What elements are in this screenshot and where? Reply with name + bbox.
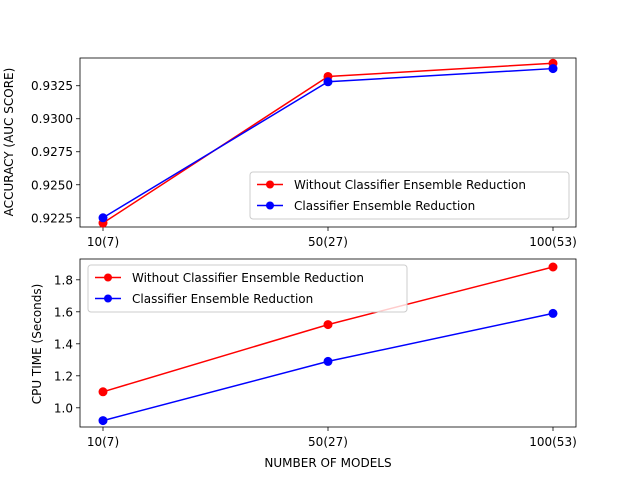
x-axis-label: NUMBER OF MODELS (264, 456, 391, 470)
y-tick-label: 1.4 (54, 337, 73, 351)
accuracy-subplot: 10(7) 50(27) 100(53) 0.9225 0.9250 0.9275 0.93… (2, 57, 577, 249)
x-tick-label: 10(7) (87, 235, 119, 249)
accuracy-plot-area: 10(7) 50(27) 100(53) 0.9225 0.9250 0.9275 0.93… (31, 57, 577, 249)
cpu-time-subplot: 10(7) 50(27) 100(53) 1.0 1.2 1.4 1.6 1.8 Without… (30, 258, 577, 470)
data-point (548, 262, 558, 272)
data-point (548, 308, 558, 318)
legend-marker (266, 180, 274, 189)
data-point (548, 64, 558, 74)
data-point (98, 213, 108, 223)
legend-label: Without Classifier Ensemble Reduction (294, 178, 526, 192)
legend-label: Without Classifier Ensemble Reduction (132, 271, 364, 285)
data-point (323, 77, 333, 87)
legend-label: Classifier Ensemble Reduction (294, 199, 475, 213)
y-tick-label: 0.9325 (31, 79, 73, 93)
accuracy-y-axis-label: ACCURACY (AUC SCORE) (2, 68, 16, 217)
y-tick-label: 0.9250 (31, 178, 73, 192)
x-tick-label: 100(53) (529, 435, 577, 449)
legend-label: Classifier Ensemble Reduction (132, 292, 313, 306)
y-tick-label: 1.2 (54, 369, 73, 383)
data-point (98, 387, 108, 397)
y-tick-label: 0.9300 (31, 112, 73, 126)
y-tick-label: 1.6 (54, 305, 73, 319)
legend-marker (104, 273, 112, 282)
y-tick-label: 1.8 (54, 273, 73, 287)
legend: Without Classifier Ensemble Reduction Cla… (87, 264, 408, 313)
x-tick-label: 50(27) (308, 435, 348, 449)
cpu-time-plot-area: 10(7) 50(27) 100(53) 1.0 1.2 1.4 1.6 1.8 Without… (54, 258, 577, 449)
x-tick-label: 10(7) (87, 435, 119, 449)
legend-marker (266, 201, 274, 210)
legend-marker (104, 294, 112, 303)
x-tick-label: 100(53) (529, 235, 577, 249)
x-tick-label: 50(27) (308, 235, 348, 249)
y-tick-label: 0.9225 (31, 211, 73, 225)
y-tick-label: 0.9275 (31, 145, 73, 159)
legend: Without Classifier Ensemble Reduction Cla… (249, 171, 570, 220)
cpu-time-y-axis-label: CPU TIME (Seconds) (30, 284, 44, 405)
data-point (323, 356, 333, 366)
data-point (323, 320, 333, 330)
y-tick-label: 1.0 (54, 401, 73, 415)
legend-box (87, 264, 408, 313)
legend-box (249, 171, 570, 220)
data-point (98, 416, 108, 426)
